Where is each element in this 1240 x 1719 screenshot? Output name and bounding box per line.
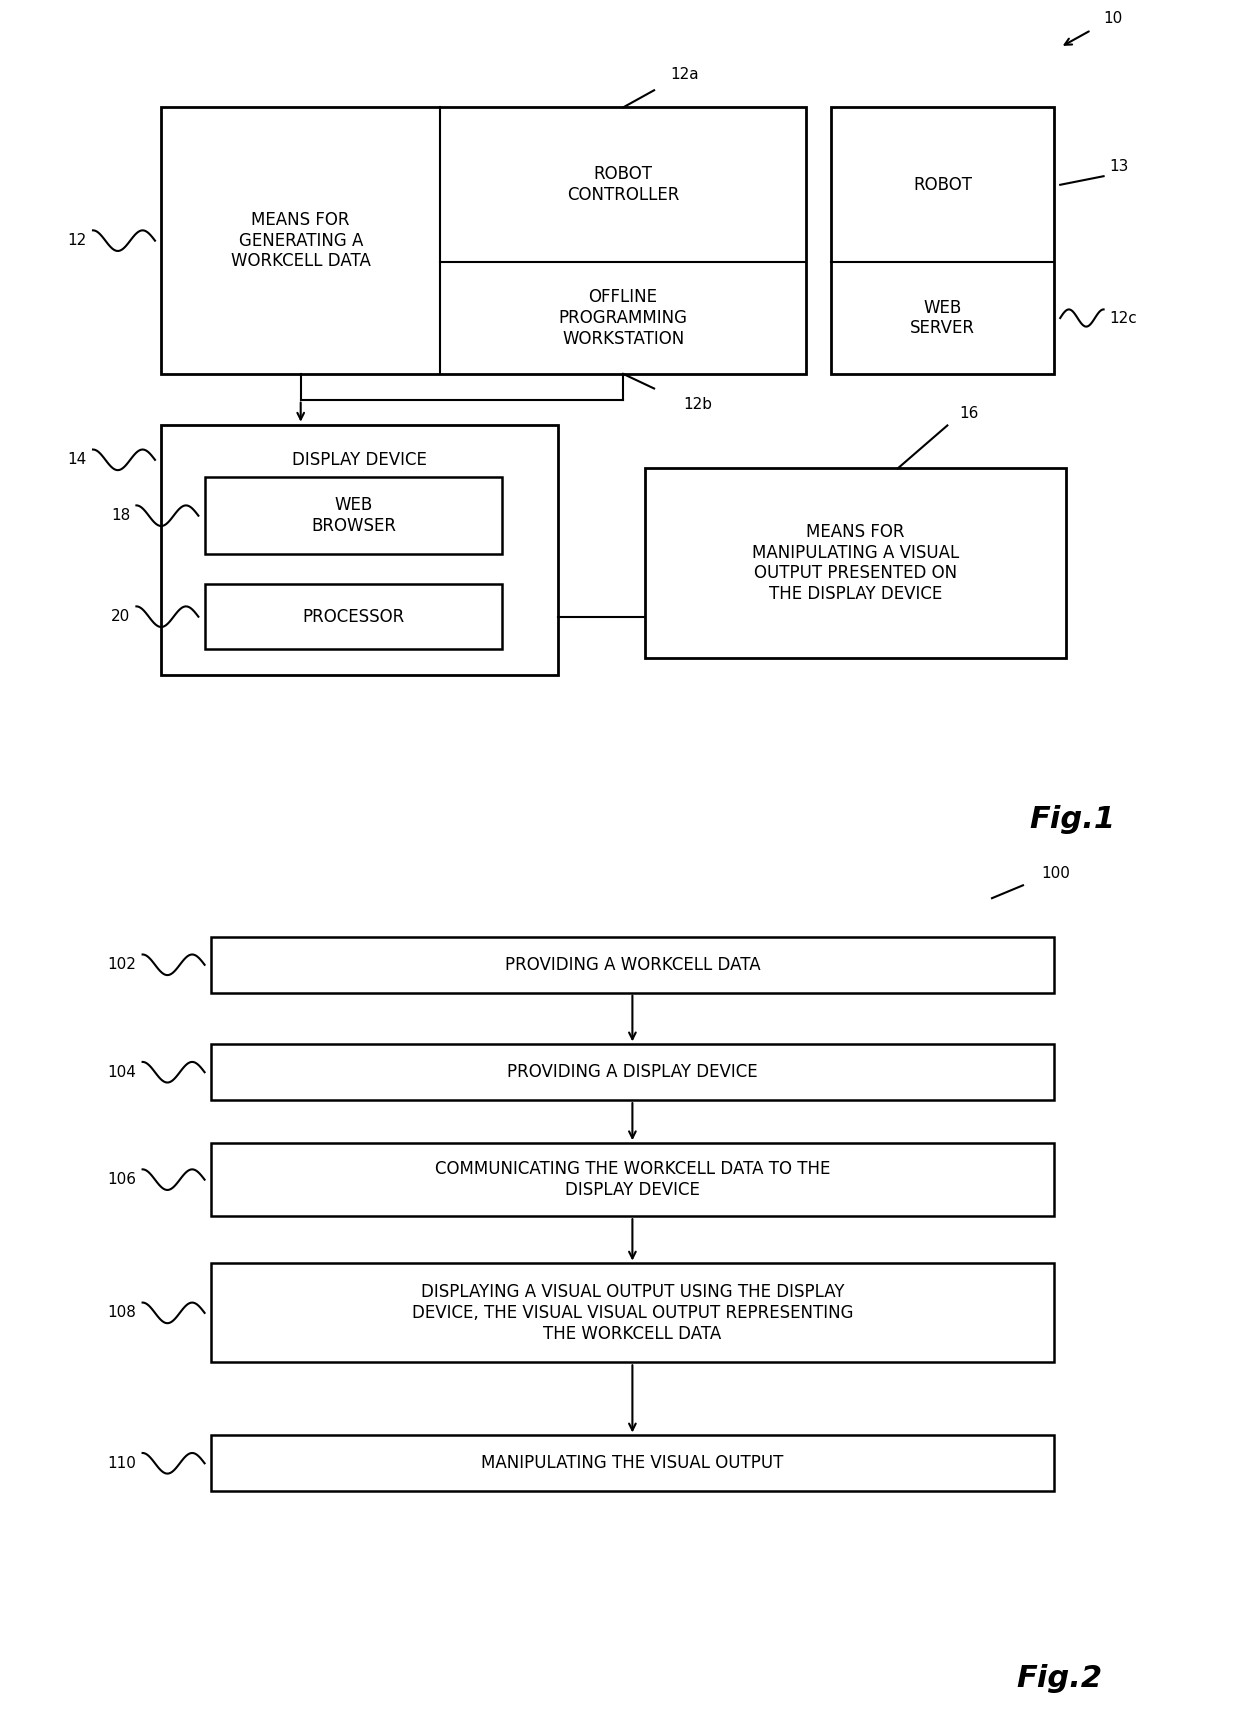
Text: 10: 10 bbox=[1104, 10, 1123, 26]
Text: WEB
SERVER: WEB SERVER bbox=[910, 299, 975, 337]
Text: MEANS FOR
GENERATING A
WORKCELL DATA: MEANS FOR GENERATING A WORKCELL DATA bbox=[231, 211, 371, 270]
Bar bbox=[205, 584, 502, 648]
Bar bbox=[161, 107, 806, 375]
Text: 102: 102 bbox=[108, 957, 136, 973]
Text: DISPLAYING A VISUAL OUTPUT USING THE DISPLAY
DEVICE, THE VISUAL VISUAL OUTPUT RE: DISPLAYING A VISUAL OUTPUT USING THE DIS… bbox=[412, 1282, 853, 1343]
Text: 12b: 12b bbox=[683, 397, 712, 413]
Text: 100: 100 bbox=[1042, 866, 1070, 880]
Text: WEB
BROWSER: WEB BROWSER bbox=[311, 497, 396, 535]
Bar bbox=[211, 937, 1054, 994]
Text: Fig.1: Fig.1 bbox=[1029, 804, 1115, 834]
Bar bbox=[211, 1263, 1054, 1361]
Text: ROBOT: ROBOT bbox=[913, 175, 972, 194]
Bar bbox=[831, 107, 1054, 375]
Text: MANIPULATING THE VISUAL OUTPUT: MANIPULATING THE VISUAL OUTPUT bbox=[481, 1454, 784, 1471]
Text: 12c: 12c bbox=[1110, 311, 1137, 325]
Bar bbox=[161, 425, 558, 674]
Bar bbox=[211, 1143, 1054, 1217]
Text: OFFLINE
PROGRAMMING
WORKSTATION: OFFLINE PROGRAMMING WORKSTATION bbox=[558, 289, 688, 347]
Text: PROCESSOR: PROCESSOR bbox=[303, 609, 404, 626]
Text: COMMUNICATING THE WORKCELL DATA TO THE
DISPLAY DEVICE: COMMUNICATING THE WORKCELL DATA TO THE D… bbox=[435, 1160, 830, 1200]
Text: 110: 110 bbox=[108, 1456, 136, 1471]
Text: MEANS FOR
MANIPULATING A VISUAL
OUTPUT PRESENTED ON
THE DISPLAY DEVICE: MEANS FOR MANIPULATING A VISUAL OUTPUT P… bbox=[751, 523, 960, 603]
Text: 12a: 12a bbox=[671, 67, 699, 81]
Text: PROVIDING A WORKCELL DATA: PROVIDING A WORKCELL DATA bbox=[505, 956, 760, 973]
Text: 13: 13 bbox=[1110, 160, 1130, 174]
Text: 16: 16 bbox=[960, 406, 980, 421]
Text: DISPLAY DEVICE: DISPLAY DEVICE bbox=[293, 450, 427, 469]
Bar bbox=[211, 1045, 1054, 1100]
Bar bbox=[645, 469, 1066, 657]
Text: 18: 18 bbox=[110, 509, 130, 523]
Text: 106: 106 bbox=[108, 1172, 136, 1188]
Text: 20: 20 bbox=[110, 609, 130, 624]
Bar bbox=[205, 476, 502, 554]
Text: 104: 104 bbox=[108, 1064, 136, 1080]
Text: ROBOT
CONTROLLER: ROBOT CONTROLLER bbox=[567, 165, 680, 205]
Bar bbox=[211, 1435, 1054, 1490]
Text: 14: 14 bbox=[67, 452, 87, 468]
Text: Fig.2: Fig.2 bbox=[1017, 1664, 1102, 1693]
Text: PROVIDING A DISPLAY DEVICE: PROVIDING A DISPLAY DEVICE bbox=[507, 1064, 758, 1081]
Text: 12: 12 bbox=[67, 234, 87, 248]
Text: 108: 108 bbox=[108, 1305, 136, 1320]
